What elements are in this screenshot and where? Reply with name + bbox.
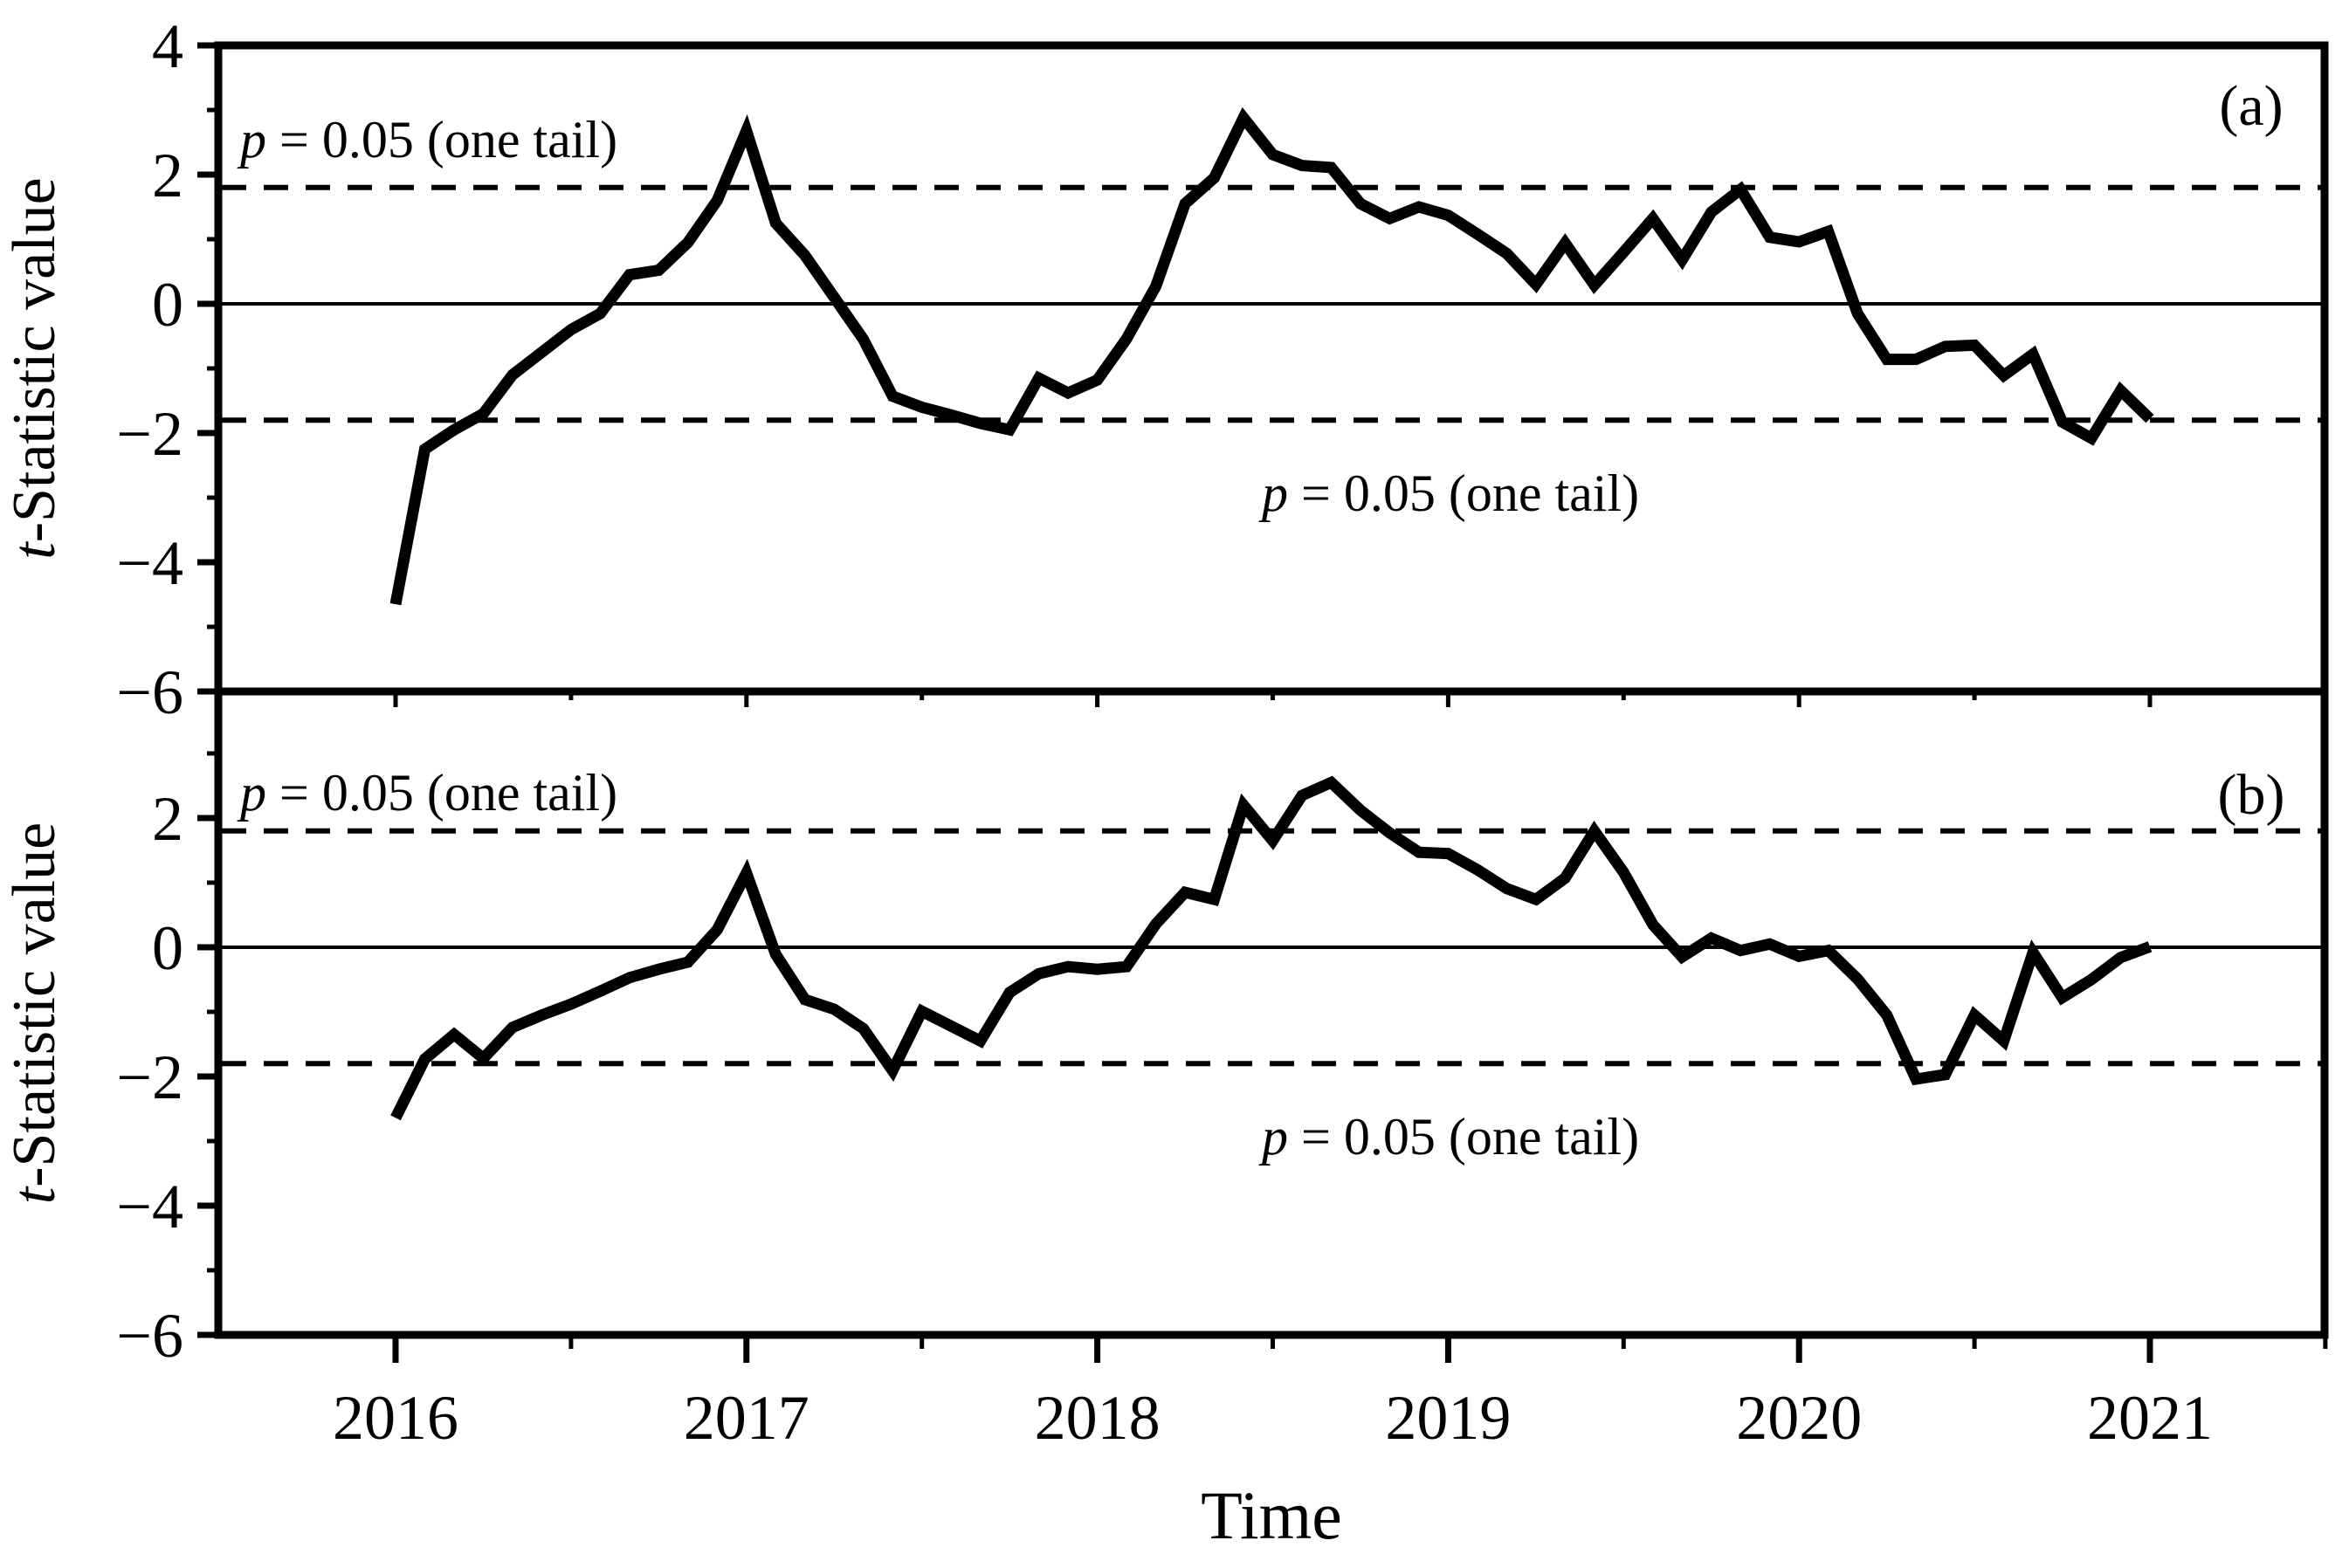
panel-b-p-label-lower-rest: = 0.05 (one tail) xyxy=(1288,1108,1639,1166)
x-tick-label-2017: 2017 xyxy=(684,1383,809,1453)
panel-b-p-label-upper: p = 0.05 (one tail) xyxy=(237,764,617,822)
x-tick-label-2020: 2020 xyxy=(1736,1383,1862,1453)
x-tick-label-2021: 2021 xyxy=(2087,1383,2213,1453)
panel-a: 420−2−4−6p = 0.05 (one tail)p = 0.05 (on… xyxy=(1,11,2329,727)
x-tick-label-2016: 2016 xyxy=(333,1383,458,1453)
panel-a-y-tick-label: −2 xyxy=(116,399,183,469)
panel-b-y-tick-label: 0 xyxy=(152,913,183,983)
panel-a-p-label-upper: p = 0.05 (one tail) xyxy=(237,111,617,168)
panel-a-y-axis-title-italic: t xyxy=(1,541,68,560)
panel-b-y-tick-label: −2 xyxy=(116,1042,183,1112)
panel-b-p-label-upper-italic: p xyxy=(237,764,266,822)
panel-a-y-tick-label: −6 xyxy=(116,657,183,727)
panel-a-p-label-lower-italic: p xyxy=(1258,464,1288,522)
panel-b-y-axis-title-italic: t xyxy=(1,1186,68,1204)
x-tick-label-2019: 2019 xyxy=(1385,1383,1511,1453)
panel-b-p-label-lower-italic: p xyxy=(1258,1108,1288,1166)
panel-a-y-tick-label: 4 xyxy=(152,11,183,81)
panel-b-tag: (b) xyxy=(2218,763,2285,827)
panel-b-p-label-lower: p = 0.05 (one tail) xyxy=(1258,1108,1639,1166)
x-tick-label-2018: 2018 xyxy=(1035,1383,1161,1453)
panel-a-y-axis-title: t-Statistic value xyxy=(1,177,68,559)
panel-b-data-line xyxy=(390,775,2153,1121)
panel-b-border xyxy=(214,687,2329,1339)
panel-a-data-line xyxy=(389,107,2154,606)
panel-b: 2 0 −2 −4 −6 2016 2017 2018 2019 2020 2021 p = 0.05… xyxy=(1,687,2329,1453)
panel-a-y-axis-title-rest: -Statistic value xyxy=(1,177,68,542)
panel-b-y-tick-label: −4 xyxy=(116,1172,183,1241)
panel-b-y-axis-title-rest: -Statistic value xyxy=(1,822,68,1187)
panel-a-p-label-lower: p = 0.05 (one tail) xyxy=(1258,464,1639,522)
panel-b-p-label-upper-rest: = 0.05 (one tail) xyxy=(266,764,617,822)
panel-a-y-tick-label: 0 xyxy=(152,270,183,340)
x-axis-title: Time xyxy=(1201,1477,1342,1553)
panel-a-y-tick-label: −4 xyxy=(116,528,183,598)
panel-b-y-tick-label: 2 xyxy=(152,784,183,854)
panel-a-y-tick-label: 2 xyxy=(152,141,183,210)
panel-a-p-label-upper-rest: = 0.05 (one tail) xyxy=(266,111,617,168)
panel-b-y-tick-label: −6 xyxy=(116,1301,183,1371)
panel-a-p-label-upper-italic: p xyxy=(237,111,266,168)
panel-a-tag: (a) xyxy=(2219,74,2283,138)
panel-a-p-label-lower-rest: = 0.05 (one tail) xyxy=(1288,464,1639,522)
panel-b-y-axis-title: t-Statistic value xyxy=(1,822,68,1204)
